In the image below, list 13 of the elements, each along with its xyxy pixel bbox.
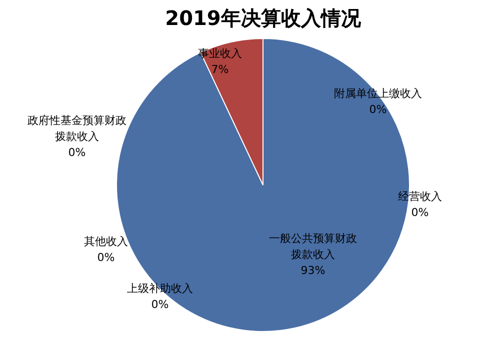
data-label: 93%	[300, 264, 326, 277]
category-label: 附属单位上缴收入	[334, 86, 422, 100]
text: 0%	[68, 146, 86, 159]
text: 0%	[411, 206, 429, 219]
category-label: 上级补助收入	[127, 282, 193, 295]
data-label: 7%	[211, 62, 229, 76]
text: 0%	[369, 102, 387, 116]
category-label: 政府性基金预算财政拨款收入	[28, 114, 126, 143]
category-label: 其他收入	[84, 234, 128, 248]
text: 0%	[151, 298, 169, 311]
slice-label: 一般公共预算财政拨款收入	[269, 232, 357, 261]
chart-title: 2019年决算收入情况	[165, 6, 362, 30]
text: 0%	[97, 250, 115, 264]
